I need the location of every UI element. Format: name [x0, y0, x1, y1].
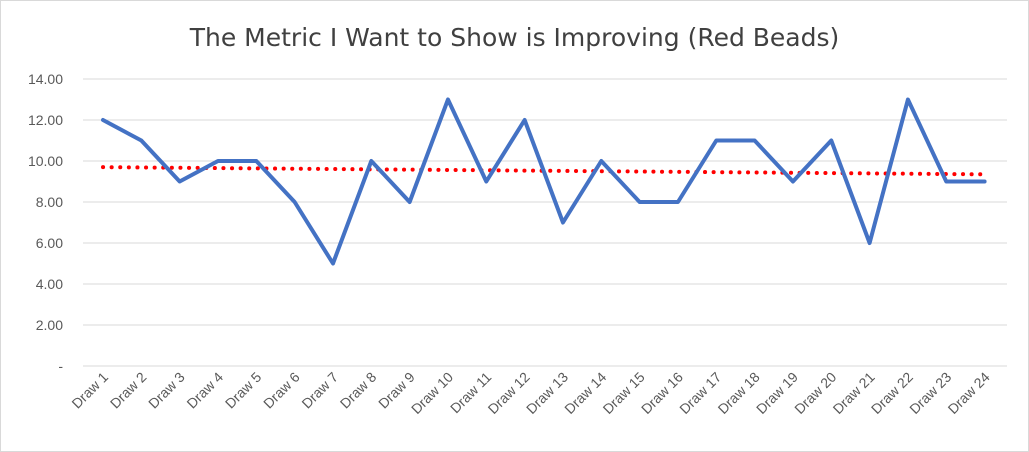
y-tick-label: 8.00 [36, 194, 63, 210]
x-tick-label: Draw 2 [107, 369, 150, 412]
x-tick-label: Draw 4 [183, 369, 226, 412]
data-point [562, 222, 564, 223]
x-tick-label: Draw 1 [68, 369, 111, 412]
data-point [179, 181, 181, 182]
data-point [639, 201, 641, 203]
x-tick-label: Draw 6 [260, 369, 303, 412]
data-point [945, 181, 947, 182]
y-tick-label: 6.00 [36, 235, 63, 251]
y-tick-label: 4.00 [36, 276, 63, 292]
data-point [715, 140, 717, 141]
data-point [830, 140, 832, 141]
data-point [332, 263, 334, 264]
x-tick-label: Draw 3 [145, 369, 188, 412]
y-tick-label: 2.00 [36, 317, 63, 333]
data-point [485, 181, 487, 182]
y-tick-label: 10.00 [28, 153, 63, 169]
series-line [101, 97, 987, 266]
data-point [754, 140, 756, 141]
data-point [102, 119, 104, 121]
data-point [217, 160, 219, 162]
trendline [101, 165, 987, 177]
x-tick-label: Draw 24 [945, 369, 993, 417]
x-tick-label: Draw 10 [408, 369, 456, 417]
data-point [140, 140, 142, 141]
data-point [409, 201, 411, 203]
data-point [869, 242, 871, 244]
data-point [677, 201, 679, 203]
data-point [600, 160, 602, 162]
x-tick-label: Draw 8 [337, 369, 380, 412]
data-point [447, 99, 449, 100]
data-point [984, 181, 986, 182]
data-point [255, 160, 257, 162]
y-tick-label: 12.00 [28, 112, 63, 128]
y-tick-label: 14.00 [28, 71, 63, 87]
data-point [294, 201, 296, 203]
data-point [792, 181, 794, 182]
data-point [370, 160, 372, 162]
x-tick-label: Draw 7 [298, 369, 341, 412]
chart-title: The Metric I Want to Show is Improving (… [189, 23, 840, 52]
x-tick-label: Draw 5 [222, 369, 265, 412]
data-point [524, 119, 526, 121]
y-tick-label: - [58, 358, 63, 374]
data-point [907, 99, 909, 100]
